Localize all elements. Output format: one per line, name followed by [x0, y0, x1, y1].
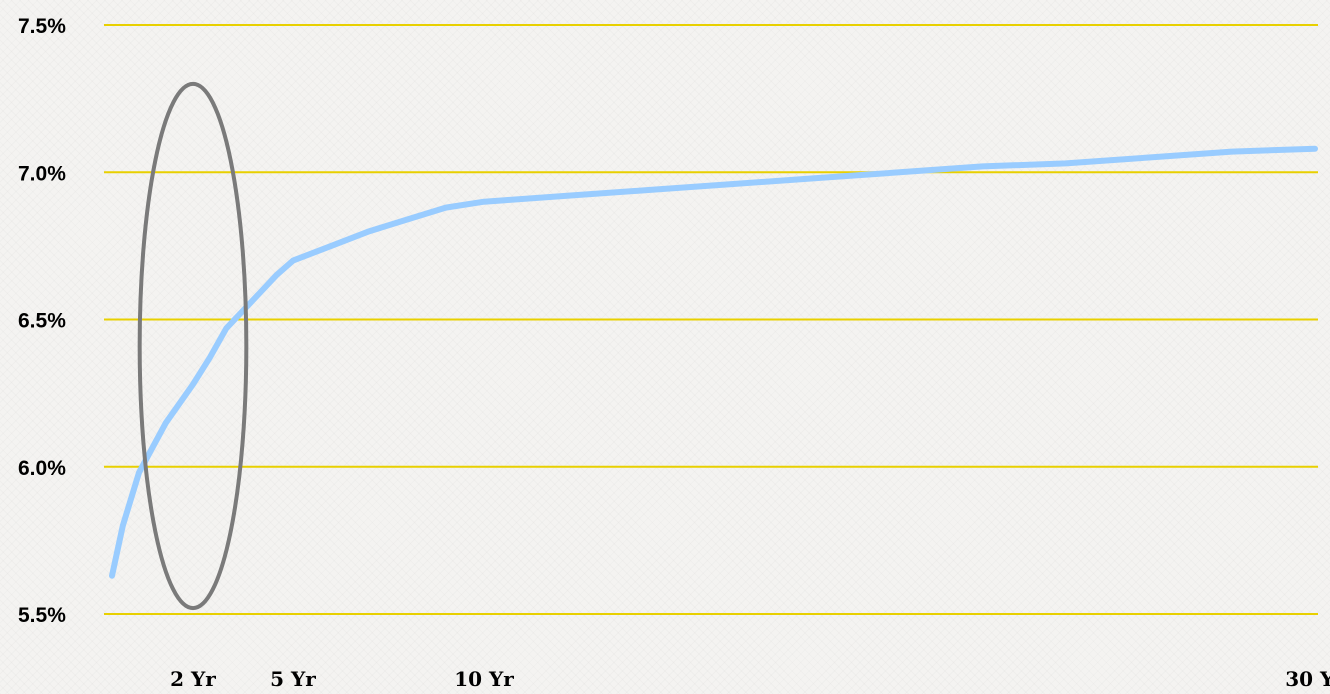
x-axis-labels: 2 Yr 5 Yr 10 Yr 30 Yr: [170, 667, 1330, 691]
y-axis-labels: 7.5% 7.0% 6.5% 6.0% 5.5%: [18, 15, 66, 627]
annotations: [137, 81, 249, 611]
yield-series: [109, 145, 1318, 579]
y-tick-label: 7.0%: [18, 162, 66, 185]
x-tick-label: 30 Yr: [1285, 667, 1330, 691]
highlight-ellipse: [137, 81, 249, 611]
x-tick-label: 10 Yr: [454, 667, 514, 691]
x-tick-label: 5 Yr: [270, 667, 316, 691]
grid-lines: [104, 24, 1318, 615]
x-tick-label: 2 Yr: [170, 667, 216, 691]
y-tick-label: 6.0%: [18, 457, 66, 480]
y-tick-label: 6.5%: [18, 310, 66, 333]
y-tick-label: 7.5%: [18, 15, 66, 38]
yield-curve-line: [109, 145, 1318, 579]
y-tick-label: 5.5%: [18, 604, 66, 627]
